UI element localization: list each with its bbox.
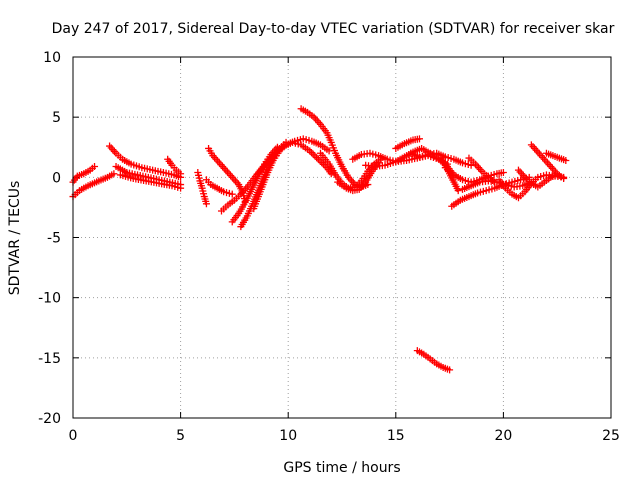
y-tick-label: -20 xyxy=(38,411,61,427)
chart-title: Day 247 of 2017, Sidereal Day-to-day VTE… xyxy=(52,21,615,37)
x-tick-label: 0 xyxy=(69,428,78,444)
data-point xyxy=(454,187,462,195)
data-point xyxy=(499,169,507,177)
grid-lines xyxy=(73,57,611,418)
data-point xyxy=(177,184,185,192)
data-point xyxy=(91,163,99,171)
y-tick-label: 0 xyxy=(52,170,61,186)
x-tick-label: 5 xyxy=(176,428,185,444)
plot-frame xyxy=(72,56,612,419)
y-tick-label: -5 xyxy=(47,231,61,247)
data-point xyxy=(228,190,236,198)
y-tick-label: -10 xyxy=(38,291,61,307)
data-point xyxy=(177,170,185,178)
data-points xyxy=(69,105,570,374)
data-point xyxy=(446,366,454,374)
data-point xyxy=(415,135,423,143)
data-point xyxy=(202,200,210,208)
tick-labels: 0 5 10 15 20 25 10 5 0 -5 -10 -15 -20 xyxy=(38,50,620,444)
data-point xyxy=(110,170,118,178)
x-tick-label: 25 xyxy=(602,428,620,444)
data-point xyxy=(560,175,568,183)
data-point xyxy=(375,159,383,167)
x-tick-label: 20 xyxy=(494,428,512,444)
y-axis-label: SDTVAR / TECUs xyxy=(7,181,23,296)
y-tick-label: -15 xyxy=(38,351,61,367)
data-point xyxy=(562,156,570,164)
x-tick-label: 15 xyxy=(387,428,405,444)
y-tick-label: 10 xyxy=(43,50,61,66)
data-point xyxy=(491,178,499,186)
x-axis-label: GPS time / hours xyxy=(283,460,400,476)
x-tick-label: 10 xyxy=(279,428,297,444)
y-tick-label: 5 xyxy=(52,110,61,126)
